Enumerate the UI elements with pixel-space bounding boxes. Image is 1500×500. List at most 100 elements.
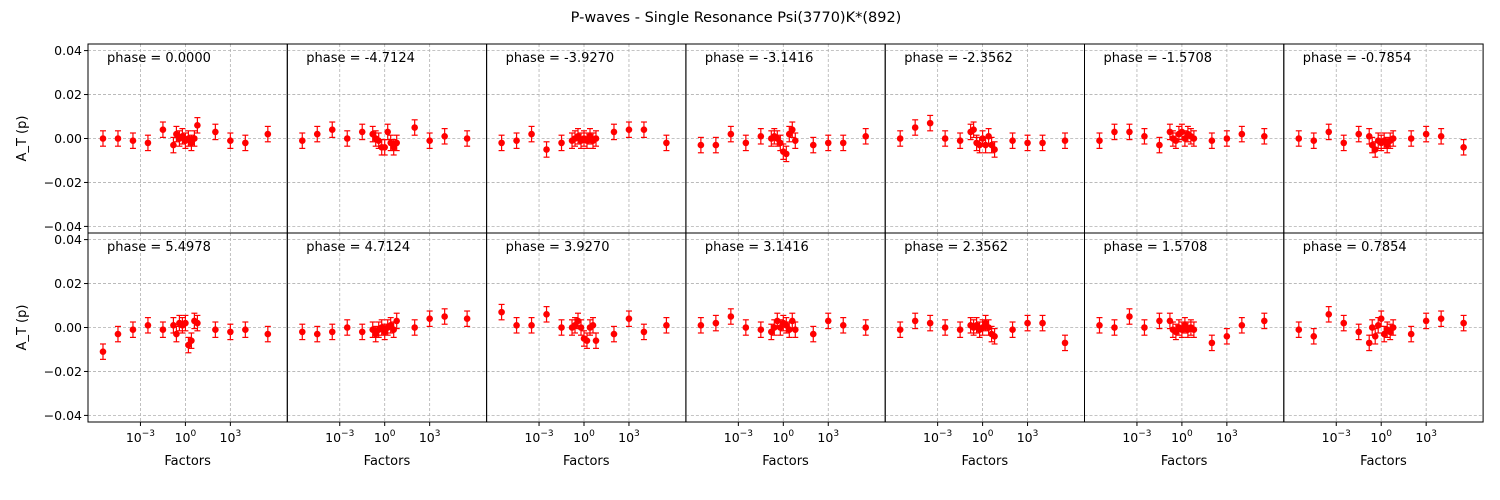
data-point bbox=[1355, 328, 1363, 336]
data-point bbox=[970, 126, 977, 134]
subplot: phase = -2.3562 bbox=[884, 43, 1086, 234]
data-point bbox=[663, 139, 670, 147]
data-point bbox=[1223, 332, 1231, 340]
data-point bbox=[926, 319, 934, 327]
data-point bbox=[242, 326, 249, 333]
data-point bbox=[1310, 332, 1318, 340]
data-point bbox=[777, 139, 784, 147]
gridlines bbox=[88, 44, 288, 233]
x-tick-label: 100 bbox=[573, 429, 595, 445]
x-axis-label: Factors bbox=[1161, 454, 1208, 469]
data-series bbox=[99, 117, 272, 154]
data-series bbox=[1096, 123, 1268, 154]
gridlines bbox=[88, 233, 288, 422]
data-point bbox=[313, 330, 321, 338]
data-point bbox=[712, 319, 720, 327]
data-point bbox=[1126, 128, 1133, 136]
data-point bbox=[264, 130, 272, 138]
data-point bbox=[782, 150, 790, 158]
data-point bbox=[788, 126, 796, 134]
panel-label: phase = 5.4978 bbox=[107, 240, 211, 255]
data-point bbox=[441, 313, 448, 320]
data-point bbox=[1295, 135, 1303, 142]
data-point bbox=[574, 317, 582, 325]
gridlines bbox=[1084, 233, 1284, 422]
y-tick-label: 0.02 bbox=[54, 87, 82, 102]
data-point bbox=[298, 328, 306, 336]
data-point bbox=[384, 128, 391, 136]
x-axis-label: Factors bbox=[563, 454, 610, 469]
data-point bbox=[1172, 137, 1180, 144]
y-tick-label: 0.00 bbox=[54, 131, 82, 146]
data-point bbox=[393, 139, 400, 147]
data-point bbox=[1141, 324, 1148, 331]
data-point bbox=[1407, 135, 1415, 142]
data-point bbox=[1061, 339, 1069, 347]
data-point bbox=[824, 317, 832, 325]
data-point bbox=[1238, 322, 1246, 329]
data-point bbox=[991, 146, 998, 153]
data-series bbox=[1295, 306, 1467, 352]
data-point bbox=[911, 124, 919, 131]
data-series bbox=[896, 114, 1069, 158]
x-tick-label: 103 bbox=[618, 429, 640, 445]
data-point bbox=[182, 319, 189, 327]
data-point bbox=[1389, 135, 1397, 142]
data-point bbox=[498, 308, 505, 316]
data-point bbox=[358, 328, 366, 336]
data-point bbox=[862, 133, 870, 140]
panel-label: phase = 3.1416 bbox=[705, 240, 809, 255]
panel-label: phase = -2.3562 bbox=[904, 51, 1013, 66]
subplot: phase = -0.7854 bbox=[1283, 43, 1484, 234]
x-tick-label: 10−3 bbox=[524, 429, 553, 445]
data-point bbox=[625, 315, 633, 323]
data-point bbox=[375, 137, 383, 144]
panel-label: phase = 2.3562 bbox=[904, 240, 1008, 255]
data-point bbox=[1096, 137, 1103, 144]
data-point bbox=[991, 332, 998, 340]
data-point bbox=[298, 137, 306, 144]
data-point bbox=[543, 311, 550, 318]
data-point bbox=[426, 137, 433, 144]
x-axis-label: Factors bbox=[164, 454, 211, 469]
data-point bbox=[1365, 133, 1373, 140]
data-point bbox=[839, 322, 847, 329]
data-point bbox=[212, 128, 219, 136]
subplot: phase = 2.3562 10−3 100 103 Factors bbox=[884, 232, 1086, 469]
data-point bbox=[663, 322, 670, 329]
data-point bbox=[1365, 339, 1373, 347]
data-point bbox=[589, 322, 597, 329]
data-point bbox=[1166, 317, 1174, 325]
x-tick-label: 100 bbox=[175, 429, 197, 445]
data-point bbox=[1009, 326, 1016, 333]
subplot: phase = 0.0000 −0.04 −0.02 0.00 0.02 0.04 A_T … bbox=[15, 43, 288, 234]
data-point bbox=[785, 326, 793, 333]
data-point bbox=[441, 133, 448, 140]
subplot: phase = 5.4978 −0.04 −0.02 0.00 0.02 0.04 A_T … bbox=[15, 232, 288, 469]
data-series bbox=[498, 121, 670, 158]
x-axis-label: Factors bbox=[1360, 454, 1407, 469]
data-point bbox=[99, 348, 107, 355]
data-point bbox=[313, 130, 321, 138]
y-tick-label: 0.02 bbox=[54, 276, 82, 291]
data-point bbox=[390, 326, 397, 333]
data-point bbox=[1223, 135, 1231, 142]
data-point bbox=[625, 126, 633, 134]
data-point bbox=[170, 322, 177, 329]
data-point bbox=[896, 326, 904, 333]
data-point bbox=[1407, 330, 1415, 338]
data-point bbox=[264, 330, 272, 338]
data-point bbox=[343, 324, 351, 331]
data-point bbox=[956, 137, 964, 144]
data-point bbox=[328, 328, 336, 336]
data-point bbox=[742, 139, 750, 147]
data-point bbox=[1166, 128, 1174, 136]
data-point bbox=[1460, 319, 1467, 327]
subplot: phase = 4.7124 10−3 100 103 Factors bbox=[286, 232, 488, 469]
data-point bbox=[558, 139, 565, 147]
data-point bbox=[824, 139, 832, 147]
panel-label: phase = -4.7124 bbox=[306, 51, 415, 66]
data-series bbox=[298, 119, 471, 156]
data-point bbox=[640, 126, 648, 134]
data-series bbox=[1096, 308, 1268, 352]
